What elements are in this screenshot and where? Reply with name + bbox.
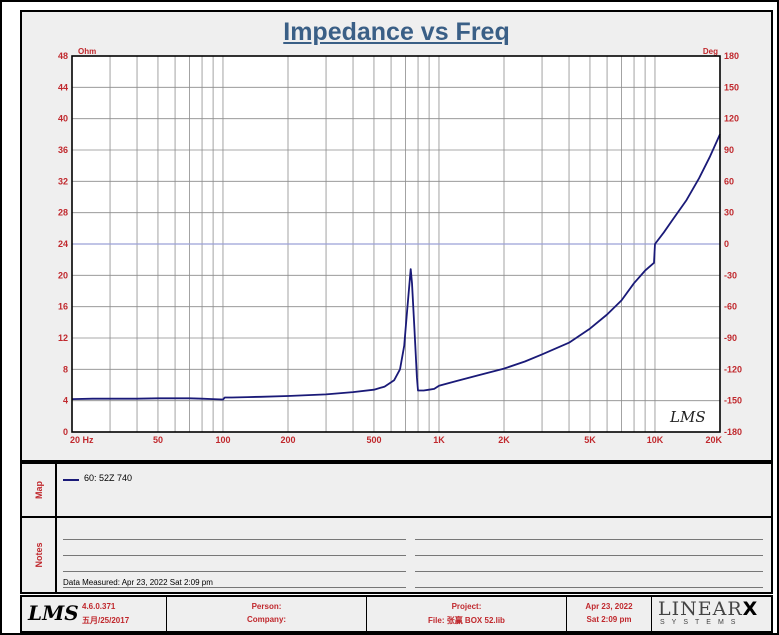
lms-logo: LMS bbox=[28, 601, 79, 625]
note-line bbox=[415, 555, 763, 556]
y2-tick-label: 0 bbox=[724, 239, 729, 249]
y2-tick-label: -30 bbox=[724, 270, 737, 280]
x-tick-label: 10K bbox=[647, 435, 664, 445]
person-label: Person: bbox=[251, 602, 282, 611]
y-tick-label: 24 bbox=[58, 239, 68, 249]
linear-wordmark: LINEARX bbox=[658, 598, 758, 620]
y-tick-label: 36 bbox=[58, 145, 68, 155]
y-tick-label: 4 bbox=[63, 396, 68, 406]
x-tick-label: 20K bbox=[705, 435, 722, 445]
y2-tick-label: -180 bbox=[724, 427, 742, 437]
x-tick-label: 5K bbox=[584, 435, 596, 445]
y-tick-label: 32 bbox=[58, 176, 68, 186]
y2-tick-label: -90 bbox=[724, 333, 737, 343]
y2-tick-label: 120 bbox=[724, 114, 739, 124]
note-line bbox=[415, 571, 763, 572]
x-tick-label: 1K bbox=[433, 435, 445, 445]
lms-watermark: LMS bbox=[669, 408, 706, 426]
x-tick-label: 2K bbox=[498, 435, 510, 445]
right-unit-label: Deg bbox=[703, 47, 718, 56]
brand-linear-text: LINEAR bbox=[658, 598, 743, 620]
map-tab-label: Map bbox=[33, 481, 44, 499]
y-tick-label: 48 bbox=[58, 51, 68, 61]
y-tick-label: 0 bbox=[63, 427, 68, 437]
file-label: File: 张赢 BOX 52.lib bbox=[428, 616, 505, 625]
map-tab[interactable]: Map bbox=[20, 462, 57, 518]
y2-tick-label: 150 bbox=[724, 82, 739, 92]
y2-tick-label: -150 bbox=[724, 396, 742, 406]
version-date: 五月/25/2017 bbox=[82, 616, 130, 625]
legend-series-label: 60: 52Z 740 bbox=[84, 473, 133, 483]
y-tick-label: 28 bbox=[58, 208, 68, 218]
y2-tick-label: -120 bbox=[724, 364, 742, 374]
x-tick-label: 500 bbox=[366, 435, 381, 445]
left-unit-label: Ohm bbox=[78, 47, 96, 56]
y2-tick-label: 60 bbox=[724, 176, 734, 186]
y-tick-label: 12 bbox=[58, 333, 68, 343]
y2-tick-label: 30 bbox=[724, 208, 734, 218]
y-tick-label: 8 bbox=[63, 364, 68, 374]
x-tick-label: 50 bbox=[153, 435, 163, 445]
footer-date-cell: Apr 23, 2022 Sat 2:09 pm bbox=[567, 597, 652, 631]
notes-tab[interactable]: Notes bbox=[20, 516, 57, 594]
note-line bbox=[63, 587, 406, 588]
x-tick-label: 200 bbox=[280, 435, 295, 445]
footer-project-cell: Project: File: 张赢 BOX 52.lib bbox=[367, 597, 567, 631]
plot-border bbox=[71, 55, 721, 433]
brand-x-text: X bbox=[742, 598, 759, 620]
x-tick-label: 100 bbox=[215, 435, 230, 445]
company-label: Company: bbox=[246, 615, 287, 624]
footer-person-cell: Person: Company: bbox=[167, 597, 367, 631]
footer-date: Apr 23, 2022 bbox=[585, 602, 633, 611]
y-tick-label: 44 bbox=[58, 82, 68, 92]
project-label: Project: bbox=[451, 602, 482, 611]
data-measured-text: Data Measured: Apr 23, 2022 Sat 2:09 pm bbox=[63, 578, 213, 587]
footer-bar: LMS 4.6.0.371 五月/25/2017 Person: Company… bbox=[20, 595, 773, 633]
y2-tick-label: -60 bbox=[724, 302, 737, 312]
footer-brand-cell: LINEARX SYSTEMS bbox=[652, 597, 771, 631]
footer-time: Sat 2:09 pm bbox=[586, 615, 632, 624]
legend-area: 60: 52Z 740 bbox=[55, 462, 773, 518]
chart-panel: Impedance vs Freq 0 4 8 12 16 20 24 28 32 36 40 44 4… bbox=[20, 10, 773, 462]
systems-wordmark: SYSTEMS bbox=[660, 619, 743, 626]
y-tick-label: 40 bbox=[58, 114, 68, 124]
note-line bbox=[415, 587, 763, 588]
y-tick-label: 16 bbox=[58, 302, 68, 312]
note-line bbox=[63, 571, 406, 572]
impedance-curve bbox=[71, 133, 721, 401]
chart-title: Impedance vs Freq bbox=[283, 18, 510, 46]
y2-tick-label: 180 bbox=[724, 51, 739, 61]
impedance-chart: 04812162024283236404448-180-150-120-90-6… bbox=[58, 47, 742, 445]
footer-version-cell: LMS 4.6.0.371 五月/25/2017 bbox=[22, 597, 167, 631]
note-line bbox=[415, 539, 763, 540]
legend-series-line bbox=[63, 479, 79, 481]
notes-area: Data Measured: Apr 23, 2022 Sat 2:09 pm bbox=[55, 516, 773, 594]
version-number: 4.6.0.371 bbox=[82, 602, 116, 611]
note-line bbox=[63, 539, 406, 540]
notes-tab-label: Notes bbox=[33, 542, 44, 568]
x-tick-label: 20 Hz bbox=[70, 435, 94, 445]
note-line bbox=[63, 555, 406, 556]
y2-tick-label: 90 bbox=[724, 145, 734, 155]
y-tick-label: 20 bbox=[58, 270, 68, 280]
